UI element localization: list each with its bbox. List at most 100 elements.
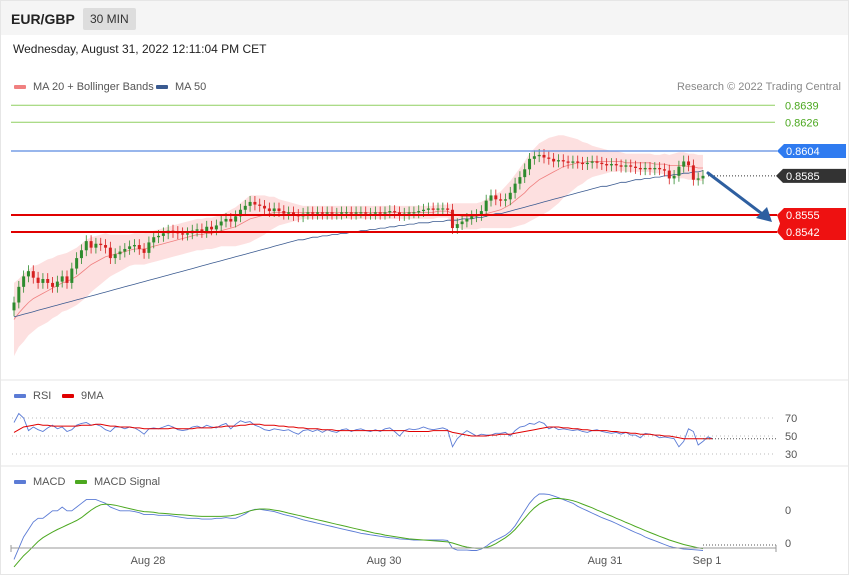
candle-body <box>22 276 26 287</box>
rsi-tick-label: 50 <box>785 431 797 443</box>
candle-body <box>258 204 262 206</box>
candle-body <box>51 282 55 287</box>
candle-body <box>547 157 551 159</box>
resistance-label: 0.8626 <box>785 117 819 129</box>
legend-swatch-rsi <box>14 394 26 399</box>
legend-label-rsi: RSI <box>33 390 52 402</box>
candle-body <box>181 233 185 235</box>
candle-body <box>658 167 662 170</box>
current-price-tag <box>776 168 846 183</box>
candle-body <box>590 161 594 163</box>
candle-body <box>277 208 281 212</box>
support-label: 0.8555 <box>786 210 820 222</box>
forecast-arrow-shaft <box>706 171 767 218</box>
candle-body <box>532 156 536 159</box>
candle-body <box>70 268 74 283</box>
legend-macd-signal: MACD Signal <box>75 476 160 488</box>
pivot-tag <box>777 144 846 158</box>
candle-body <box>513 183 517 193</box>
timeframe-badge[interactable]: 30 MIN <box>83 8 136 30</box>
candle-body <box>455 224 459 229</box>
candle-body <box>436 208 440 210</box>
legend-swatch-macd-signal <box>75 480 87 485</box>
candle-body <box>243 205 247 210</box>
candle-body <box>46 279 50 283</box>
candle-body <box>84 241 88 251</box>
legend-label-ma20: MA 20 + Bollinger Bands <box>33 81 154 93</box>
candle-body <box>128 246 132 249</box>
candle-body <box>576 161 580 163</box>
candle-body <box>320 212 324 214</box>
legend-ma20: MA 20 + Bollinger Bands <box>14 81 154 93</box>
candle-body <box>123 248 127 252</box>
candle-body <box>219 221 223 226</box>
candle-body <box>677 166 681 176</box>
x-tick-label: Sep 1 <box>693 555 722 567</box>
candle-body <box>450 209 454 229</box>
candle-body <box>609 164 613 166</box>
candle-body <box>494 195 498 200</box>
macd-tick-label: 0 <box>785 505 791 517</box>
legend-label-ma50: MA 50 <box>175 81 207 93</box>
support-tag <box>777 208 846 240</box>
rsi-tick-label: 70 <box>785 413 797 425</box>
macd-tick-label: 0 <box>785 538 791 550</box>
candle-body <box>537 154 541 157</box>
candle-body <box>571 161 575 163</box>
candle-body <box>552 158 556 162</box>
candle-body <box>373 212 377 214</box>
candle-body <box>682 161 686 167</box>
candle-body <box>104 245 108 248</box>
candle-body <box>417 211 421 213</box>
legend-label-macd-signal: MACD Signal <box>94 476 161 488</box>
candle-body <box>99 243 103 246</box>
candle-body <box>667 170 671 179</box>
candle-body <box>479 211 483 215</box>
candle-body <box>426 208 430 210</box>
legend-label-rsi-ma: 9MA <box>81 390 104 402</box>
candle-body <box>17 286 21 303</box>
pair-title: EUR/GBP <box>11 11 75 27</box>
candle-body <box>287 212 291 214</box>
candle-body <box>629 165 633 167</box>
candle-body <box>248 201 252 206</box>
candle-body <box>696 178 700 180</box>
candle-body <box>31 271 35 278</box>
candle-body <box>311 212 315 214</box>
candle-body <box>118 251 122 255</box>
candle-body <box>566 161 570 163</box>
legend-ma50: MA 50 <box>156 81 206 93</box>
ma20-line <box>13 161 703 320</box>
candle-body <box>55 281 59 287</box>
candle-body <box>238 209 242 217</box>
candle-body <box>648 167 652 170</box>
legend-swatch-ma50 <box>156 85 168 90</box>
candle-body <box>200 229 204 232</box>
candle-body <box>344 212 348 214</box>
pivot-label: 0.8604 <box>786 146 820 158</box>
candle-body <box>108 247 112 259</box>
candle-body <box>210 226 214 230</box>
header-bar: EUR/GBP 30 MIN <box>1 1 848 35</box>
candle-body <box>147 242 151 253</box>
candle-body <box>325 212 329 214</box>
candle-body <box>340 212 344 214</box>
candle-body <box>388 211 392 213</box>
legend-swatch-rsi-ma <box>62 394 74 399</box>
candle-body <box>407 212 411 214</box>
candle-body <box>643 167 647 170</box>
candle-body <box>605 164 609 166</box>
candle-body <box>672 175 676 179</box>
candle-body <box>662 169 666 171</box>
candle-body <box>152 237 156 243</box>
candle-body <box>229 218 233 222</box>
candle-body <box>585 162 589 165</box>
candle-body <box>26 271 30 277</box>
candle-body <box>614 164 618 166</box>
candle-body <box>359 212 363 214</box>
candle-body <box>132 245 136 247</box>
candle-body <box>354 212 358 214</box>
candle-body <box>499 199 503 201</box>
